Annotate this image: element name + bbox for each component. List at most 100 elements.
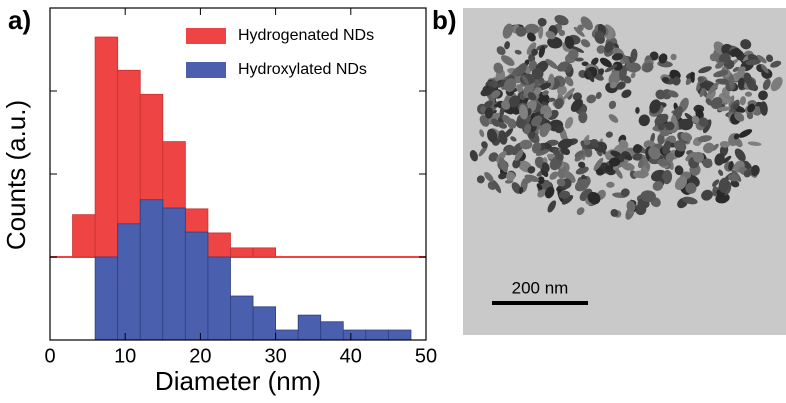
particle: [492, 80, 499, 88]
particle: [558, 29, 566, 37]
particle: [608, 100, 617, 110]
particle: [531, 67, 544, 80]
particle: [557, 168, 567, 179]
particle: [608, 114, 619, 123]
particle: [622, 75, 632, 84]
particle: [590, 139, 600, 148]
particle: [542, 123, 552, 132]
particle: [714, 153, 725, 166]
particle: [770, 76, 783, 92]
particle: [760, 64, 769, 74]
particle: [496, 46, 506, 56]
particle: [537, 91, 550, 105]
particle: [734, 148, 746, 162]
particle: [488, 152, 499, 162]
particle: [574, 57, 584, 62]
particle: [722, 155, 732, 164]
bar: [275, 329, 299, 341]
particle: [515, 118, 527, 129]
particle: [557, 85, 567, 96]
particle: [476, 175, 485, 184]
particle: [576, 207, 585, 216]
particle: [554, 97, 564, 110]
particle: [756, 54, 767, 64]
particle: [665, 121, 675, 131]
particle: [535, 149, 550, 156]
particle: [547, 36, 563, 49]
bar: [230, 247, 254, 258]
bar: [297, 314, 322, 341]
particle: [674, 140, 687, 152]
particle: [575, 166, 589, 175]
particle: [502, 23, 514, 39]
particle: [568, 49, 579, 60]
particle: [733, 136, 743, 148]
particle: [538, 82, 552, 91]
particle: [715, 61, 725, 69]
particle: [557, 138, 574, 149]
particle: [573, 26, 585, 37]
particle: [632, 144, 643, 154]
particle: [498, 173, 507, 180]
bar: [72, 214, 96, 258]
particle: [733, 133, 740, 140]
particle: [531, 115, 543, 127]
particle: [549, 171, 559, 180]
particle: [563, 88, 575, 100]
particle: [527, 92, 537, 101]
particle: [630, 48, 638, 63]
particle: [642, 62, 654, 73]
bar: [139, 199, 164, 341]
particle: [538, 45, 546, 58]
particle: [638, 114, 650, 127]
particle: [608, 157, 621, 167]
particle: [564, 76, 574, 87]
particle: [670, 53, 677, 61]
particle: [587, 191, 601, 205]
particle: [504, 41, 510, 50]
particle: [701, 189, 713, 201]
particle: [625, 62, 638, 73]
particle: [510, 136, 517, 142]
particle: [610, 209, 619, 217]
particle: [715, 78, 731, 85]
bar: [207, 232, 231, 258]
particle: [580, 39, 591, 48]
x-tick-label: 0: [44, 345, 55, 367]
particle: [650, 132, 656, 144]
particle: [570, 45, 585, 53]
particle: [486, 128, 498, 143]
particle: [661, 76, 670, 83]
particle: [745, 59, 761, 66]
particle: [620, 188, 630, 197]
particle: [560, 147, 571, 156]
particle: [538, 24, 544, 39]
particle: [657, 158, 669, 167]
particle: [542, 90, 549, 96]
particle: [658, 53, 668, 64]
bar: [94, 36, 119, 258]
particle: [661, 170, 673, 185]
particle: [718, 169, 724, 176]
particle: [528, 129, 536, 139]
particle: [616, 81, 626, 90]
particle: [702, 158, 713, 169]
particle: [483, 100, 493, 108]
x-tick-label: 50: [415, 345, 437, 367]
particle: [518, 186, 524, 194]
particle: [699, 88, 705, 98]
particle: [591, 57, 599, 66]
particle: [609, 82, 618, 89]
particle: [566, 64, 573, 74]
particle: [595, 30, 605, 39]
particle: [708, 81, 720, 94]
particle: [583, 139, 591, 146]
particle: [728, 74, 735, 90]
particle: [770, 60, 782, 68]
particle: [680, 132, 693, 142]
particle: [501, 100, 511, 110]
bar: [117, 223, 141, 341]
particle: [481, 141, 488, 149]
particle: [526, 107, 532, 116]
particle: [649, 51, 659, 61]
